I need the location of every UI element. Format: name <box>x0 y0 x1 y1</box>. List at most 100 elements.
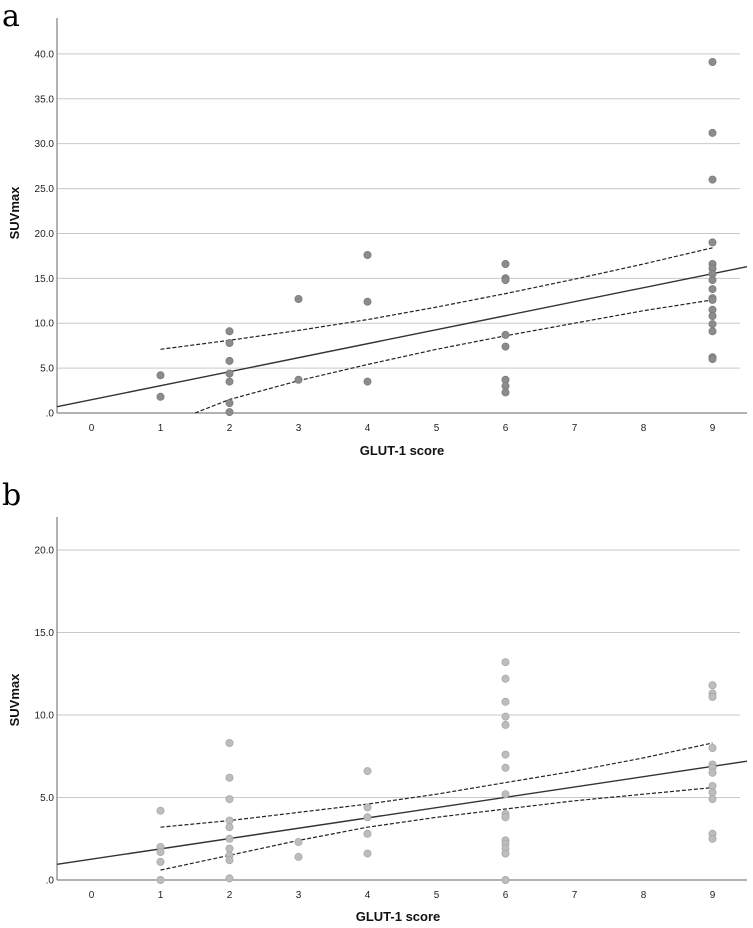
data-point <box>225 856 234 865</box>
data-point <box>363 803 372 812</box>
data-point <box>225 834 234 843</box>
data-point <box>708 285 717 294</box>
y-tick-label: .0 <box>46 409 55 420</box>
data-point <box>501 763 510 772</box>
y-axis-label: SUVmax <box>7 186 22 240</box>
data-point <box>363 297 372 306</box>
x-tick-label: 8 <box>641 423 647 434</box>
y-tick-label: 15.0 <box>35 274 55 285</box>
x-tick-label: 3 <box>296 890 302 901</box>
y-tick-label: 30.0 <box>35 139 55 150</box>
y-tick-label: .0 <box>46 876 55 887</box>
y-tick-label: 40.0 <box>35 49 55 60</box>
data-point <box>225 795 234 804</box>
y-tick-label: 5.0 <box>40 793 54 804</box>
data-point <box>156 857 165 866</box>
data-point <box>708 327 717 336</box>
data-point <box>225 739 234 748</box>
data-point <box>708 295 717 304</box>
data-point <box>501 790 510 799</box>
data-point <box>156 806 165 815</box>
data-point <box>225 823 234 832</box>
data-point <box>225 408 234 417</box>
data-point <box>708 311 717 320</box>
x-tick-label: 7 <box>572 890 578 901</box>
data-point <box>294 838 303 847</box>
data-point <box>501 712 510 721</box>
y-tick-label: 15.0 <box>35 628 55 639</box>
data-point <box>501 697 510 706</box>
data-point <box>294 852 303 861</box>
regression-line <box>56 265 748 408</box>
x-tick-label: 2 <box>227 890 233 901</box>
data-point <box>708 355 717 364</box>
regression-line <box>56 760 748 866</box>
y-tick-label: 10.0 <box>35 711 55 722</box>
data-point <box>708 58 717 67</box>
y-tick-label: 5.0 <box>40 364 54 375</box>
data-point <box>708 788 717 797</box>
data-point <box>501 259 510 268</box>
data-point <box>225 844 234 853</box>
x-axis-label: GLUT-1 score <box>360 443 445 458</box>
x-tick-label: 0 <box>89 423 95 434</box>
data-point <box>501 674 510 683</box>
x-axis-label: GLUT-1 score <box>356 909 441 924</box>
data-point <box>708 795 717 804</box>
data-point <box>501 330 510 339</box>
panel-label: b <box>2 478 21 513</box>
data-point <box>501 658 510 667</box>
data-point <box>363 377 372 386</box>
data-point <box>156 876 165 885</box>
data-point <box>156 848 165 857</box>
data-point <box>708 128 717 137</box>
x-tick-label: 5 <box>434 890 440 901</box>
y-tick-label: 20.0 <box>35 546 55 557</box>
data-point <box>708 692 717 701</box>
x-tick-label: 6 <box>503 890 509 901</box>
data-point <box>708 744 717 753</box>
x-tick-label: 5 <box>434 423 440 434</box>
data-point <box>225 327 234 336</box>
data-point <box>708 276 717 285</box>
x-tick-label: 6 <box>503 423 509 434</box>
data-point <box>501 388 510 397</box>
x-tick-label: 1 <box>158 890 164 901</box>
x-tick-label: 0 <box>89 890 95 901</box>
data-point <box>708 768 717 777</box>
data-point <box>225 369 234 378</box>
x-tick-label: 9 <box>710 890 716 901</box>
data-point <box>225 816 234 825</box>
x-tick-label: 4 <box>365 423 371 434</box>
data-point <box>294 294 303 303</box>
data-point <box>363 829 372 838</box>
confidence-lower-line <box>194 299 713 414</box>
data-point <box>501 750 510 759</box>
data-point <box>708 834 717 843</box>
data-point <box>363 767 372 776</box>
y-tick-label: 20.0 <box>35 229 55 240</box>
y-tick-label: 35.0 <box>35 94 55 105</box>
x-tick-label: 2 <box>227 423 233 434</box>
data-point <box>225 356 234 365</box>
data-point <box>501 849 510 858</box>
data-point <box>225 874 234 883</box>
y-tick-label: 10.0 <box>35 319 55 330</box>
x-tick-label: 3 <box>296 423 302 434</box>
y-axis-label: SUVmax <box>7 673 22 727</box>
data-point <box>501 876 510 885</box>
data-point <box>501 276 510 285</box>
data-point <box>708 681 717 690</box>
data-point <box>708 320 717 329</box>
data-point <box>156 371 165 380</box>
chart-panel-b: b .0 5.0 10.0 15.0 20.0 0 1 2 3 4 5 6 7 8 9 GLUT-1 sc… <box>2 478 748 924</box>
data-point <box>501 342 510 351</box>
data-point <box>225 338 234 347</box>
panel-label: a <box>2 0 20 34</box>
confidence-upper-line <box>160 247 713 350</box>
data-point <box>156 392 165 401</box>
x-tick-label: 7 <box>572 423 578 434</box>
data-point <box>294 375 303 384</box>
data-point <box>225 399 234 408</box>
